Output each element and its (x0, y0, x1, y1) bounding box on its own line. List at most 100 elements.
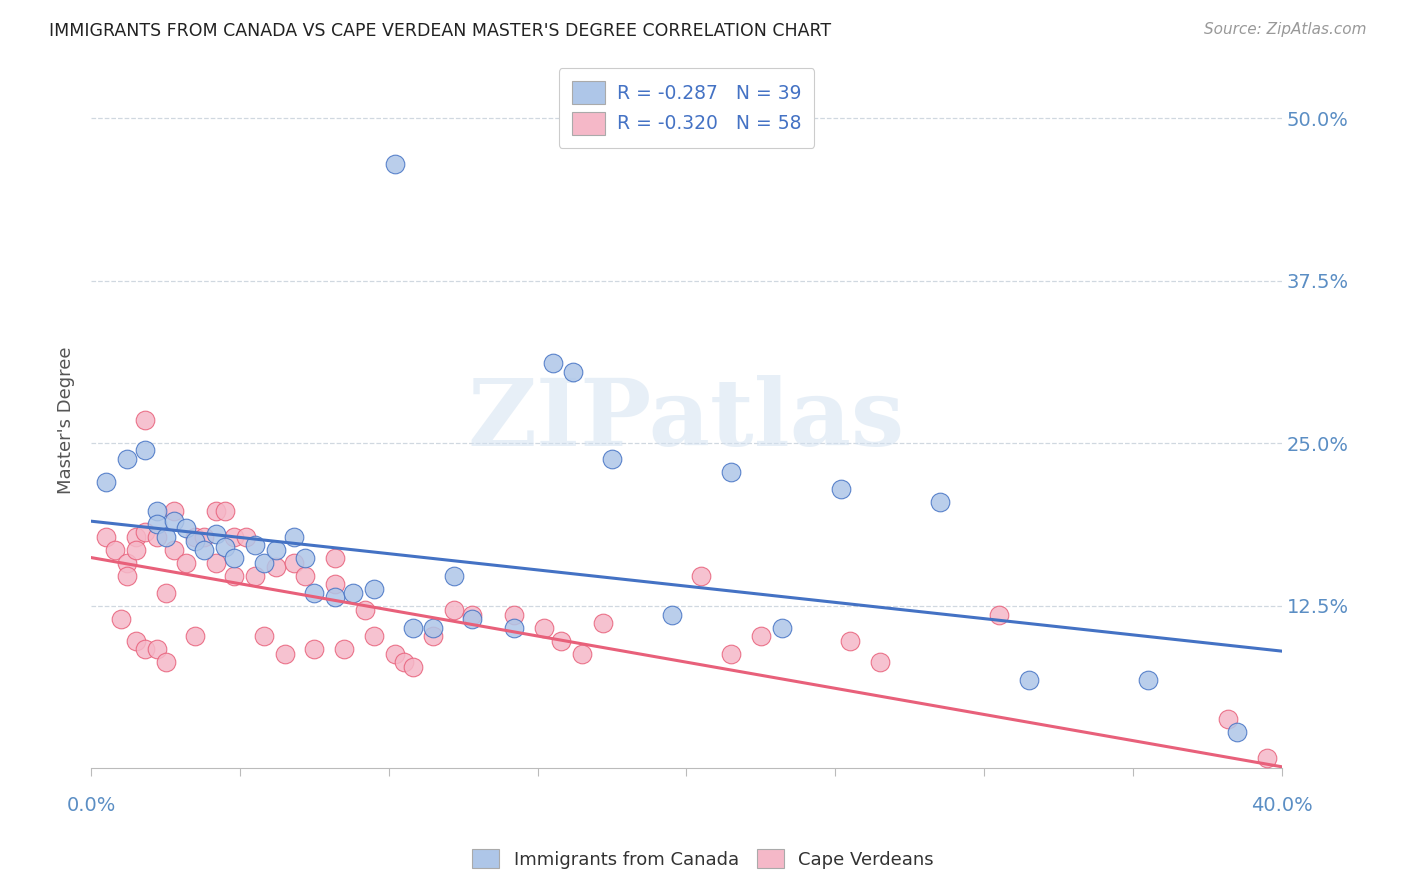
Point (145, 641, 167, 656)
Y-axis label: Master's Degree: Master's Degree (58, 347, 75, 494)
Point (155, 655, 177, 669)
Point (749, 628, 772, 642)
Point (193, 530, 215, 544)
Point (94, 475, 117, 490)
Point (304, 585, 326, 599)
Point (193, 542, 215, 557)
Point (163, 514, 186, 528)
Text: IMMIGRANTS FROM CANADA VS CAPE VERDEAN MASTER'S DEGREE CORRELATION CHART: IMMIGRANTS FROM CANADA VS CAPE VERDEAN M… (49, 22, 831, 40)
Point (461, 612, 484, 626)
Point (401, 621, 423, 635)
Point (1256, 750, 1278, 764)
Point (550, 633, 572, 648)
Point (145, 516, 167, 531)
Point (253, 556, 276, 570)
Point (988, 607, 1011, 622)
Point (600, 451, 623, 466)
Point (273, 647, 295, 661)
Point (354, 602, 377, 616)
Point (502, 621, 524, 635)
Point (422, 628, 444, 642)
Point (94, 530, 117, 544)
Point (720, 465, 742, 479)
Point (243, 568, 266, 582)
Point (205, 527, 228, 541)
Point (222, 568, 245, 582)
Point (562, 365, 585, 379)
Text: ZIPatlas: ZIPatlas (468, 376, 905, 466)
Legend: R = -0.287   N = 39, R = -0.320   N = 58: R = -0.287 N = 39, R = -0.320 N = 58 (558, 69, 814, 148)
Point (283, 530, 305, 544)
Point (214, 540, 236, 554)
Point (363, 582, 385, 596)
Point (253, 628, 276, 642)
Point (869, 655, 891, 669)
Point (323, 590, 346, 604)
Point (222, 530, 245, 544)
Point (163, 504, 186, 518)
Point (323, 550, 346, 565)
Point (155, 530, 177, 544)
Point (134, 524, 156, 539)
Point (770, 621, 793, 635)
Point (205, 504, 228, 518)
Point (125, 530, 148, 544)
Point (214, 504, 236, 518)
Point (342, 585, 364, 599)
Point (294, 568, 316, 582)
Point (592, 615, 614, 630)
Point (443, 602, 465, 616)
Point (839, 633, 862, 648)
Point (134, 641, 156, 656)
Point (1018, 673, 1040, 687)
Point (304, 641, 326, 656)
Text: Source: ZipAtlas.com: Source: ZipAtlas.com (1204, 22, 1367, 37)
Point (115, 451, 138, 466)
Point (110, 612, 132, 626)
Point (928, 494, 950, 508)
Point (184, 628, 207, 642)
Point (541, 356, 564, 370)
Point (294, 550, 316, 565)
Point (176, 521, 198, 535)
Point (134, 442, 156, 457)
Point (502, 607, 524, 622)
Point (830, 482, 852, 496)
Point (384, 647, 406, 661)
Point (104, 542, 127, 557)
Point (283, 556, 305, 570)
Point (443, 568, 465, 582)
Point (145, 530, 167, 544)
Point (1218, 712, 1240, 726)
Point (125, 633, 148, 648)
Point (1136, 673, 1159, 687)
Point (222, 550, 245, 565)
Point (533, 621, 555, 635)
Point (264, 559, 287, 574)
Point (115, 568, 138, 582)
Point (571, 647, 593, 661)
Point (264, 542, 287, 557)
Point (205, 556, 228, 570)
Point (184, 530, 207, 544)
Point (176, 556, 198, 570)
Point (392, 655, 415, 669)
Point (243, 538, 266, 552)
Point (401, 659, 423, 673)
Point (115, 556, 138, 570)
Text: 0.0%: 0.0% (66, 796, 115, 815)
Point (323, 576, 346, 591)
Point (422, 621, 444, 635)
Point (384, 157, 406, 171)
Point (184, 533, 207, 548)
Legend: Immigrants from Canada, Cape Verdeans: Immigrants from Canada, Cape Verdeans (465, 842, 941, 876)
Point (333, 641, 356, 656)
Point (461, 607, 484, 622)
Text: 40.0%: 40.0% (1251, 796, 1313, 815)
Point (1226, 724, 1249, 739)
Point (155, 585, 177, 599)
Point (163, 542, 186, 557)
Point (125, 542, 148, 557)
Point (720, 647, 742, 661)
Point (690, 568, 713, 582)
